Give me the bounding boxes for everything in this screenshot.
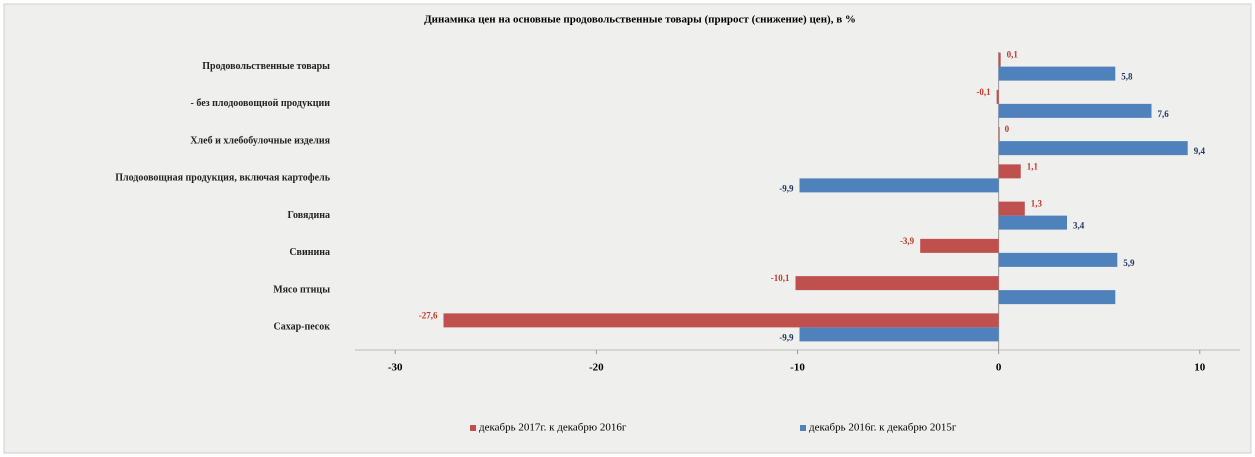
legend-label: декабрь 2016г. к декабрю 2015г [809,422,957,434]
value-label: -9,9 [779,183,794,193]
bar [799,178,999,193]
category-label: Хлеб и хлебобулочные изделия [190,135,330,146]
bar [996,89,999,104]
value-label: 0,1 [1007,50,1019,60]
bar [998,66,1116,81]
bar [920,238,999,253]
bar [998,164,1021,179]
bar [799,327,999,342]
legend-swatch [800,425,806,431]
value-label: 9,4 [1194,146,1206,156]
category-label: Продовольственные товары [202,61,330,72]
value-label: -10,1 [771,273,790,283]
value-label: 7,6 [1158,109,1170,119]
value-label: 5,8 [1121,72,1133,82]
bar [998,252,1118,267]
value-label: -3,9 [900,236,915,246]
value-label: 0 [1005,124,1010,134]
value-label: 5,9 [1123,258,1135,268]
x-tick-label: -10 [790,362,805,374]
value-label: 1,3 [1031,199,1043,209]
chart-title: Динамика цен на основные продовольственн… [424,14,856,26]
x-tick-label: -20 [589,362,604,374]
x-tick-label: 10 [1194,362,1206,374]
x-tick-label: -30 [388,362,403,374]
value-label: -9,9 [779,332,794,342]
value-label: 3,4 [1073,221,1085,231]
category-label: Плодоовощная продукция, включая картофел… [115,173,331,184]
value-label: -0,1 [976,87,991,97]
value-label: -27,6 [419,310,438,320]
category-label: Мясо птицы [273,284,330,295]
legend-swatch [470,425,476,431]
bar [998,52,1001,67]
bar [998,141,1188,156]
legend-label: декабрь 2017г. к декабрю 2016г [479,422,627,434]
category-label: Говядина [288,210,331,221]
category-label: Свинина [289,247,330,258]
bar [998,215,1068,230]
bar [998,290,1116,305]
bar [443,313,999,328]
bar [998,103,1152,118]
category-label: - без плодоовощной продукции [191,98,331,109]
bar [998,127,1000,142]
bar [795,276,999,291]
category-label: Сахар-песок [273,322,330,333]
bar [998,201,1025,216]
x-tick-label: 0 [996,362,1002,374]
value-label: 1,1 [1027,161,1039,171]
